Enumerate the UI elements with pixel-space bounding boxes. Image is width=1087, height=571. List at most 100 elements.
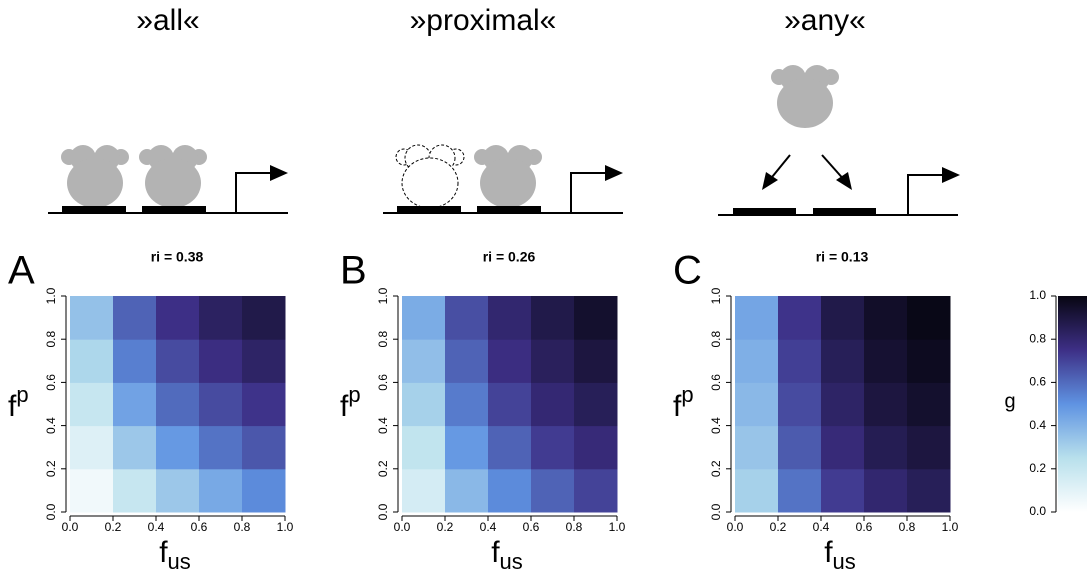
heatmap-cell xyxy=(531,425,575,470)
heatmap-cell xyxy=(735,468,779,513)
colorbar-tick-label: 0.4 xyxy=(1029,418,1046,432)
repressor-icon xyxy=(395,144,465,209)
x-tick-label: 0.6 xyxy=(856,520,873,534)
y-tick-label: 0.2 xyxy=(376,460,390,477)
y-tick-label: 0.0 xyxy=(376,503,390,520)
icon-part xyxy=(67,158,123,208)
y-tick-label: 1.0 xyxy=(376,287,390,304)
heatmap-cell xyxy=(735,382,779,427)
heatmap-cell xyxy=(531,296,575,340)
arrowhead xyxy=(836,172,852,190)
y-label-base: f xyxy=(673,390,682,423)
x-tick-label: 0.2 xyxy=(105,520,122,534)
y-axis-label: fp xyxy=(340,382,361,423)
panel-title: »proximal« xyxy=(410,4,557,37)
heatmap-cell xyxy=(488,382,532,427)
colorbar-tick-label: 1.0 xyxy=(1029,288,1046,302)
colorbar xyxy=(1058,296,1087,512)
heatmap-cell xyxy=(778,339,822,383)
x-tick-label: 1.0 xyxy=(609,520,626,534)
heatmap-cell xyxy=(113,296,157,340)
colorbar-tick-label: 0.8 xyxy=(1029,331,1046,345)
heatmap-cell xyxy=(113,339,157,383)
heatmap-cell xyxy=(156,296,200,340)
repressor-icon xyxy=(61,145,129,208)
icon-part xyxy=(401,157,459,209)
colorbar-label: g xyxy=(1004,390,1015,412)
promoter-arrow xyxy=(907,174,946,215)
y-tick-label: 1.0 xyxy=(44,287,58,304)
x-tick-label: 0.4 xyxy=(480,520,497,534)
heatmap-cell xyxy=(488,339,532,383)
heatmap-cell xyxy=(70,339,114,383)
heatmap-cell xyxy=(531,468,575,513)
heatmap-cell xyxy=(574,468,618,513)
x-label-sub: us xyxy=(833,549,856,571)
heatmap-cell xyxy=(778,296,822,340)
heatmap-cell xyxy=(242,425,286,470)
arrowhead xyxy=(942,167,960,183)
x-tick-label: 0.2 xyxy=(437,520,454,534)
heatmap-cell xyxy=(864,468,908,513)
subtitle: ri = 0.38 xyxy=(151,249,204,265)
panel-label: B xyxy=(340,249,367,293)
icon-part xyxy=(145,158,201,208)
heatmap-cell xyxy=(242,339,286,383)
y-tick-label: 0.2 xyxy=(709,460,723,477)
heatmap-cell xyxy=(531,382,575,427)
binding-site xyxy=(813,208,876,215)
heatmap-cell xyxy=(488,296,532,340)
heatmap-cell xyxy=(199,425,243,470)
binding-site xyxy=(477,206,541,213)
repressor-icon xyxy=(139,145,207,208)
heatmap-cell xyxy=(113,382,157,427)
x-tick-label: 0.6 xyxy=(191,520,208,534)
heatmap-cell xyxy=(574,296,618,340)
heatmap-cell xyxy=(907,468,951,513)
heatmap-cell xyxy=(156,425,200,470)
heatmap-cell xyxy=(242,468,286,513)
y-label-base: f xyxy=(340,390,349,423)
heatmap-cell xyxy=(907,339,951,383)
x-tick-label: 0.6 xyxy=(523,520,540,534)
heatmap-cell xyxy=(445,468,489,513)
heatmap-cell xyxy=(113,425,157,470)
heatmap-cell xyxy=(735,339,779,383)
binding-site xyxy=(733,208,796,215)
y-tick-label: 0.0 xyxy=(44,503,58,520)
heatmap-cell xyxy=(821,296,865,340)
icon-part xyxy=(777,78,833,128)
x-label-base: f xyxy=(824,536,833,569)
colorbar-tick-label: 0.6 xyxy=(1029,375,1046,389)
heatmap-cell xyxy=(531,339,575,383)
x-label-base: f xyxy=(159,536,168,569)
icon-part xyxy=(480,158,536,208)
heatmap-cell xyxy=(402,339,446,383)
heatmap-cell xyxy=(199,339,243,383)
x-label-base: f xyxy=(491,536,500,569)
arrowhead xyxy=(270,165,288,181)
heatmap-cell xyxy=(574,339,618,383)
binding-site xyxy=(62,206,126,213)
x-tick-label: 0.0 xyxy=(394,520,411,534)
heatmap-cell xyxy=(402,296,446,340)
y-tick-label: 1.0 xyxy=(709,287,723,304)
heatmap-cell xyxy=(156,339,200,383)
x-tick-label: 0.0 xyxy=(727,520,744,534)
colorbar-tick-label: 0.0 xyxy=(1029,504,1046,518)
heatmap-cell xyxy=(907,296,951,340)
y-tick-label: 0.8 xyxy=(709,331,723,348)
binding-site xyxy=(397,206,461,213)
y-tick-label: 0.8 xyxy=(44,331,58,348)
heatmap-cell xyxy=(574,425,618,470)
y-label-base: f xyxy=(8,390,17,423)
heatmap-cell xyxy=(445,382,489,427)
heatmap-cell xyxy=(199,382,243,427)
y-axis-label: fp xyxy=(673,382,694,423)
heatmap-cell xyxy=(735,296,779,340)
y-tick-label: 0.6 xyxy=(709,374,723,391)
panel-title: »any« xyxy=(784,4,866,37)
subtitle: ri = 0.26 xyxy=(483,249,536,265)
heatmap-cell xyxy=(574,382,618,427)
y-tick-label: 0.4 xyxy=(376,417,390,434)
